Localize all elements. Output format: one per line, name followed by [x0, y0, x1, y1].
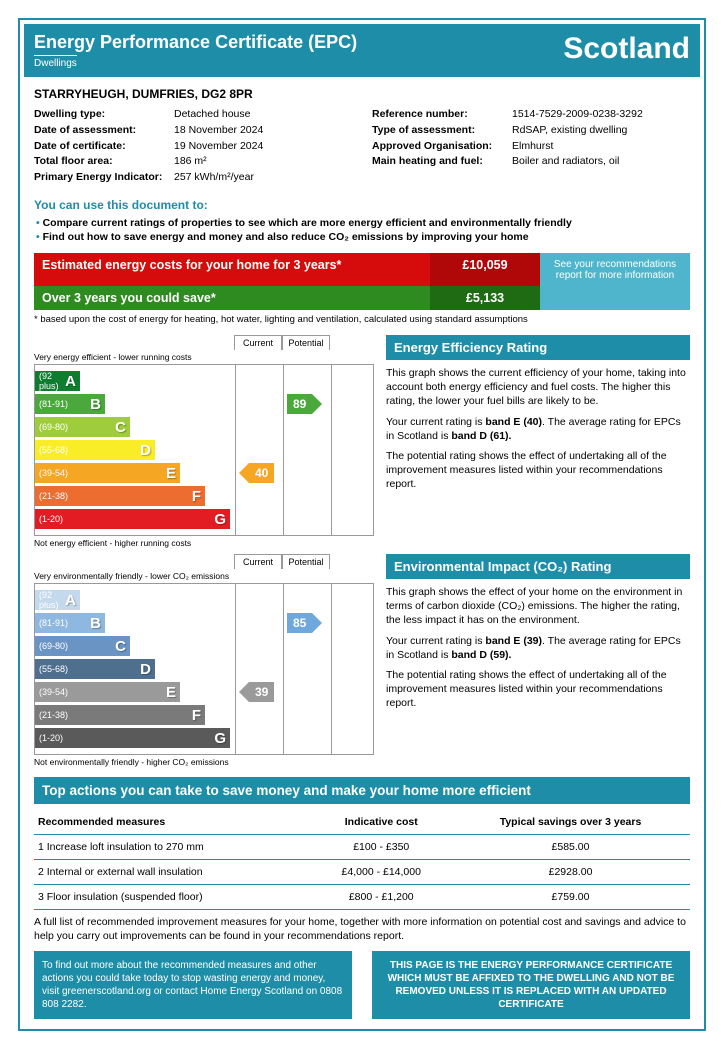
eff-p3: The potential rating shows the effect of…	[386, 449, 690, 492]
table-header: Indicative cost	[311, 810, 451, 835]
country: Scotland	[563, 32, 690, 66]
eff-p1: This graph shows the current efficiency …	[386, 366, 690, 409]
cost-note: * based upon the cost of energy for heat…	[24, 310, 700, 329]
eff-p2: Your current rating is band E (40). The …	[386, 415, 690, 443]
table-row: 2 Internal or external wall insulation£4…	[34, 860, 690, 885]
band-A: (92 plus)A	[35, 590, 80, 610]
actions-table: Recommended measuresIndicative costTypic…	[34, 810, 690, 910]
detail-row: Date of certificate:19 November 2024	[34, 139, 352, 155]
use-item: Compare current ratings of properties to…	[46, 216, 690, 231]
band-G: (1-20)G	[35, 728, 230, 748]
detail-row: Total floor area:186 m²	[34, 154, 352, 170]
details: Dwelling type:Detached houseDate of asse…	[24, 107, 700, 194]
eff-title: Energy Efficiency Rating	[386, 335, 690, 360]
band-A: (92 plus)A	[35, 371, 80, 391]
property-address: STARRYHEUGH, DUMFRIES, DG2 8PR	[24, 77, 700, 107]
epc-document: Energy Performance Certificate (EPC) Dwe…	[18, 18, 706, 1031]
save-label: Over 3 years you could save*	[34, 286, 430, 310]
band-B: (81-91)B	[35, 613, 105, 633]
band-B: (81-91)B	[35, 394, 105, 414]
footer-left: To find out more about the recommended m…	[34, 951, 352, 1019]
env-title: Environmental Impact (CO₂) Rating	[386, 554, 690, 579]
detail-row: Primary Energy Indicator:257 kWh/m²/year	[34, 170, 352, 186]
band-D: (55-68)D	[35, 659, 155, 679]
chart-bot-label: Not environmentally friendly - higher CO…	[34, 755, 374, 769]
use-list: Compare current ratings of properties to…	[24, 216, 700, 253]
env-p1: This graph shows the effect of your home…	[386, 585, 690, 628]
table-row: 1 Increase loft insulation to 270 mm£100…	[34, 835, 690, 860]
cost-label: Estimated energy costs for your home for…	[34, 253, 430, 287]
chart-bot-label: Not energy efficient - higher running co…	[34, 536, 374, 550]
col-current: Current	[234, 554, 282, 569]
band-E: (39-54)E	[35, 463, 180, 483]
band-G: (1-20)G	[35, 509, 230, 529]
band-C: (69-80)C	[35, 417, 130, 437]
actions-note: A full list of recommended improvement m…	[24, 916, 700, 951]
detail-row: Dwelling type:Detached house	[34, 107, 352, 123]
band-D: (55-68)D	[35, 440, 155, 460]
chart-top-label: Very environmentally friendly - lower CO…	[34, 569, 374, 583]
see-box: See your recommendations report for more…	[540, 253, 690, 287]
detail-row: Date of assessment:18 November 2024	[34, 123, 352, 139]
header: Energy Performance Certificate (EPC) Dwe…	[24, 24, 700, 77]
cost-block: Estimated energy costs for your home for…	[24, 253, 700, 310]
band-F: (21-38)F	[35, 486, 205, 506]
detail-row: Reference number:1514-7529-2009-0238-329…	[372, 107, 690, 123]
doc-subtitle: Dwellings	[34, 55, 77, 69]
current-arrow: 40	[249, 463, 274, 483]
potential-arrow: 85	[287, 613, 312, 633]
table-header: Typical savings over 3 years	[451, 810, 690, 835]
band-E: (39-54)E	[35, 682, 180, 702]
col-potential: Potential	[282, 335, 330, 350]
col-current: Current	[234, 335, 282, 350]
detail-row: Type of assessment:RdSAP, existing dwell…	[372, 123, 690, 139]
potential-arrow: 89	[287, 394, 312, 414]
detail-row: Approved Organisation:Elmhurst	[372, 139, 690, 155]
env-p2: Your current rating is band E (39). The …	[386, 634, 690, 662]
table-header: Recommended measures	[34, 810, 311, 835]
current-arrow: 39	[249, 682, 274, 702]
environment-chart: CurrentPotentialVery environmentally fri…	[34, 554, 374, 769]
use-title: You can use this document to:	[24, 194, 700, 216]
env-p3: The potential rating shows the effect of…	[386, 668, 690, 711]
actions-title: Top actions you can take to save money a…	[34, 777, 690, 804]
band-F: (21-38)F	[35, 705, 205, 725]
doc-title: Energy Performance Certificate (EPC)	[34, 32, 357, 53]
footer-right: THIS PAGE IS THE ENERGY PERFORMANCE CERT…	[372, 951, 690, 1019]
col-potential: Potential	[282, 554, 330, 569]
efficiency-chart: CurrentPotentialVery energy efficient - …	[34, 335, 374, 550]
use-item: Find out how to save energy and money an…	[46, 230, 690, 245]
table-row: 3 Floor insulation (suspended floor)£800…	[34, 885, 690, 910]
band-C: (69-80)C	[35, 636, 130, 656]
detail-row: Main heating and fuel:Boiler and radiato…	[372, 154, 690, 170]
cost-value: £10,059	[430, 253, 540, 287]
save-value: £5,133	[430, 286, 540, 310]
chart-top-label: Very energy efficient - lower running co…	[34, 350, 374, 364]
